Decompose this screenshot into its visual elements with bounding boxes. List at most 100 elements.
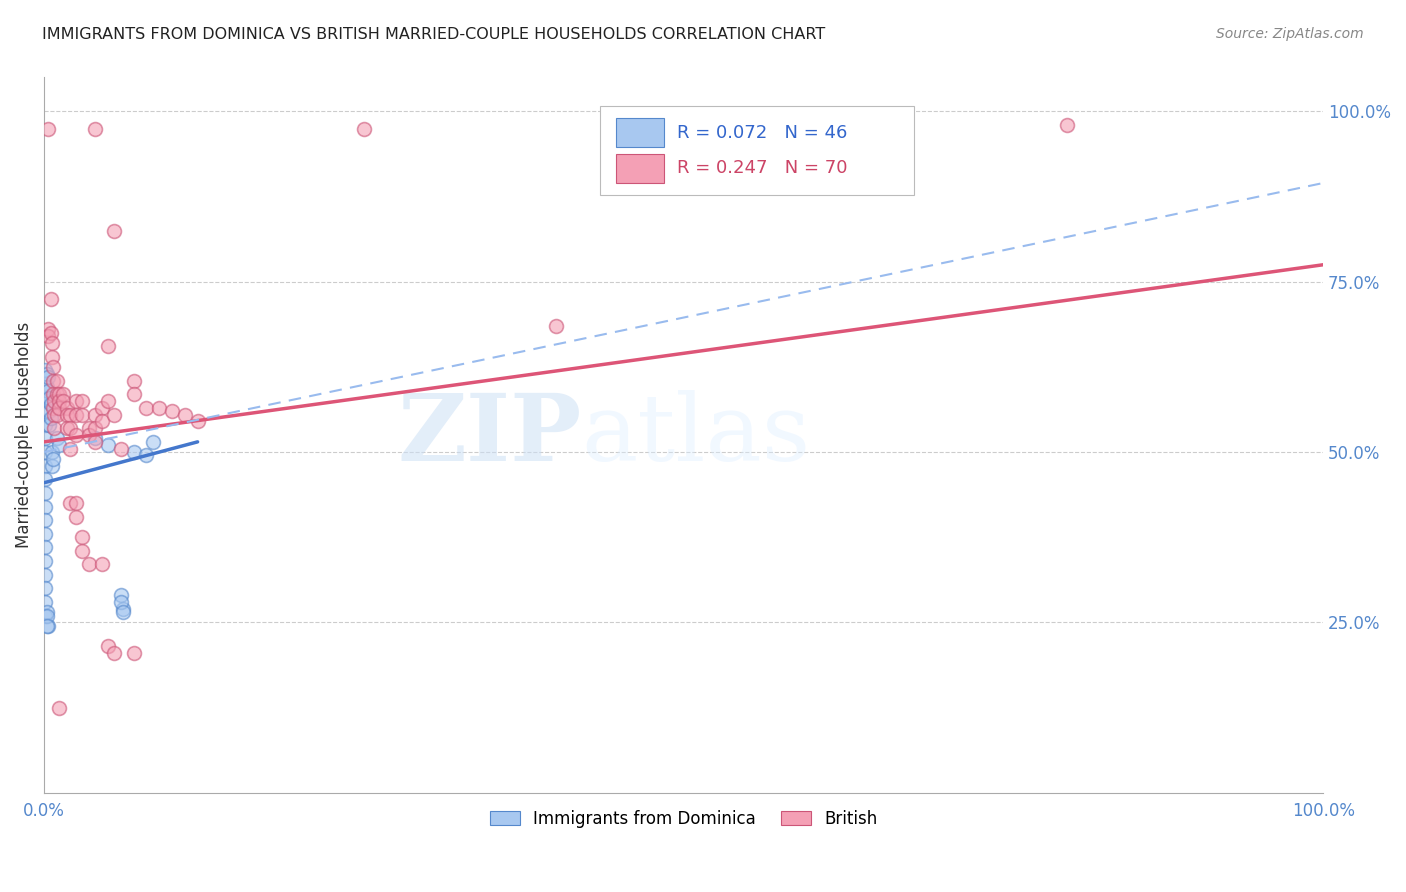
Text: ZIP: ZIP [396, 390, 581, 480]
Point [37, 370, 59, 384]
Point [90, 401, 112, 415]
Point [110, 442, 132, 456]
Point [59, 496, 82, 510]
Point [42, 451, 65, 466]
Point [59, 442, 82, 456]
Point [353, 121, 375, 136]
Point [77, 421, 100, 435]
Point [112, 605, 135, 619]
Legend: Immigrants from Dominica, British: Immigrants from Dominica, British [484, 803, 884, 834]
Text: Source: ZipAtlas.com: Source: ZipAtlas.com [1216, 27, 1364, 41]
Point [48, 401, 70, 415]
Point [39, 292, 62, 306]
Bar [616, 154, 665, 183]
Point [34, 391, 56, 405]
Point [38, 391, 60, 405]
Point [173, 408, 195, 422]
Point [84, 121, 107, 136]
Point [34, 376, 56, 391]
Point [34, 541, 56, 555]
Point [35, 619, 58, 633]
Point [34, 404, 56, 418]
Text: atlas: atlas [581, 390, 810, 480]
Point [45, 374, 67, 388]
Point [122, 374, 145, 388]
Point [44, 394, 66, 409]
Point [84, 408, 107, 422]
Bar [616, 119, 665, 147]
Point [34, 567, 56, 582]
Point [37, 121, 59, 136]
Point [90, 558, 112, 572]
Point [34, 554, 56, 568]
Point [41, 445, 63, 459]
Point [34, 458, 56, 473]
Point [42, 374, 65, 388]
Point [48, 438, 70, 452]
Point [110, 588, 132, 602]
Point [56, 401, 79, 415]
Point [72, 408, 94, 422]
Point [44, 421, 66, 435]
Point [45, 387, 67, 401]
Point [59, 421, 82, 435]
Point [39, 326, 62, 340]
Point [65, 394, 87, 409]
Point [37, 322, 59, 336]
Y-axis label: Married-couple Households: Married-couple Households [15, 322, 32, 549]
Point [59, 408, 82, 422]
Point [72, 544, 94, 558]
Point [34, 445, 56, 459]
Point [84, 434, 107, 449]
Point [38, 417, 60, 432]
Point [44, 408, 66, 422]
Point [187, 414, 209, 428]
Point [142, 434, 165, 449]
Text: IMMIGRANTS FROM DOMINICA VS BRITISH MARRIED-COUPLE HOUSEHOLDS CORRELATION CHART: IMMIGRANTS FROM DOMINICA VS BRITISH MARR… [42, 27, 825, 42]
Point [72, 394, 94, 409]
Point [135, 401, 157, 415]
Point [34, 526, 56, 541]
Point [34, 363, 56, 377]
Point [45, 408, 67, 422]
Point [110, 595, 132, 609]
Point [84, 432, 107, 446]
Point [65, 408, 87, 422]
Point [39, 397, 62, 411]
Point [34, 513, 56, 527]
Point [41, 458, 63, 473]
Point [97, 394, 120, 409]
Point [41, 336, 63, 351]
Point [72, 530, 94, 544]
Point [135, 449, 157, 463]
Point [122, 445, 145, 459]
Point [97, 639, 120, 653]
Point [34, 595, 56, 609]
Point [48, 394, 70, 409]
Point [90, 414, 112, 428]
Point [148, 401, 170, 415]
Point [34, 500, 56, 514]
Point [35, 380, 58, 394]
Point [65, 509, 87, 524]
Point [56, 408, 79, 422]
Point [38, 404, 60, 418]
Point [39, 411, 62, 425]
Point [34, 608, 56, 623]
Point [122, 646, 145, 660]
Point [34, 486, 56, 500]
Point [1056, 118, 1078, 132]
Point [103, 408, 125, 422]
Point [97, 438, 120, 452]
Point [37, 329, 59, 343]
Point [37, 384, 59, 398]
Point [48, 700, 70, 714]
Point [160, 404, 183, 418]
Point [45, 432, 67, 446]
Point [112, 601, 135, 615]
Point [34, 472, 56, 486]
Point [84, 421, 107, 435]
Point [77, 558, 100, 572]
Point [103, 224, 125, 238]
Point [35, 608, 58, 623]
